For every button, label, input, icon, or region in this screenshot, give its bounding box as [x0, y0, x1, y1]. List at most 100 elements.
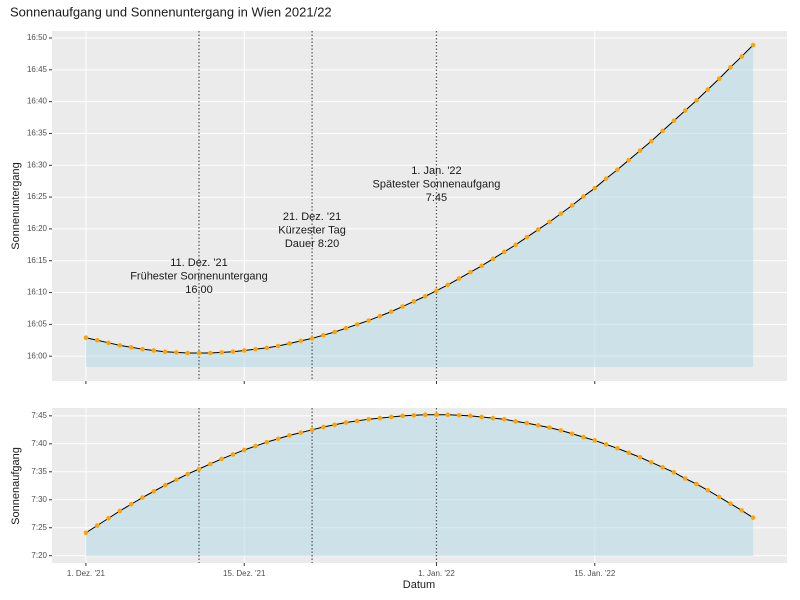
point [615, 445, 620, 451]
annotation: Spätester Sonnenaufgang [373, 178, 501, 190]
point [309, 336, 315, 341]
point [343, 420, 349, 425]
point [321, 424, 326, 430]
chart-title: Sonnenaufgang und Sonnenuntergang in Wie… [10, 4, 332, 19]
point [343, 325, 349, 331]
point [275, 343, 281, 349]
point [682, 476, 688, 481]
point [682, 108, 688, 113]
point [468, 413, 473, 419]
point [649, 459, 654, 465]
point [140, 495, 145, 500]
point [388, 309, 394, 314]
point [321, 332, 326, 338]
point [649, 138, 654, 144]
point [569, 203, 575, 208]
point [739, 508, 745, 513]
annotation: Kürzester Tag [278, 224, 346, 236]
point [309, 427, 315, 433]
point [128, 344, 134, 350]
point [411, 412, 417, 418]
point [253, 443, 258, 449]
point [287, 341, 292, 346]
point [445, 412, 451, 418]
point [615, 167, 620, 173]
point [332, 422, 337, 428]
point [332, 329, 337, 335]
y-tick-label: 16:20 [27, 224, 48, 233]
point [287, 433, 292, 438]
point [502, 249, 507, 255]
point [185, 471, 190, 477]
y-tick-label: 16:25 [27, 192, 48, 201]
point [219, 350, 224, 355]
point [264, 345, 270, 351]
point [592, 185, 598, 191]
point [230, 452, 236, 457]
point [151, 348, 157, 353]
point [253, 346, 258, 352]
point [535, 227, 541, 232]
x-tick-label: 15. Jan. '22 [574, 569, 616, 578]
point [626, 450, 631, 456]
annotation: 21. Dez. '21 [283, 211, 341, 223]
point [366, 416, 371, 422]
y-tick-label: 16:15 [27, 256, 48, 265]
y-tick-label: 16:40 [27, 97, 48, 106]
point [547, 219, 552, 225]
point [490, 415, 496, 421]
point [434, 288, 439, 293]
point [83, 335, 89, 341]
point [117, 508, 123, 514]
point [728, 64, 733, 70]
point [547, 425, 552, 430]
point [705, 487, 711, 493]
y-tick-label: 7:45 [31, 411, 47, 420]
y-tick-label: 7:30 [31, 495, 47, 504]
point [739, 54, 745, 59]
point [535, 423, 541, 428]
point [162, 482, 168, 488]
point [140, 346, 145, 352]
point [230, 349, 236, 355]
point [117, 343, 123, 348]
y-tick-label: 7:20 [31, 551, 47, 560]
point [411, 299, 417, 304]
point [728, 501, 733, 506]
point [355, 418, 360, 424]
point [377, 313, 383, 319]
point [716, 494, 722, 500]
point [716, 76, 722, 82]
point [151, 489, 157, 494]
y-tick-label: 16:35 [27, 129, 48, 138]
point [94, 337, 100, 343]
point [174, 477, 179, 482]
point [208, 461, 213, 467]
y-tick-label: 16:10 [27, 288, 48, 297]
point [355, 322, 360, 327]
point [196, 466, 202, 472]
y-tick-label: 7:40 [31, 439, 47, 448]
point [162, 349, 168, 355]
y-tick-label: 7:35 [31, 467, 47, 476]
point [298, 338, 304, 344]
annotation: 1. Jan. '22 [411, 165, 461, 177]
point [241, 447, 247, 453]
x-axis-title: Datum [403, 579, 435, 591]
point [558, 211, 564, 216]
point [400, 413, 405, 419]
point [219, 456, 224, 462]
point [569, 431, 575, 437]
point [275, 436, 281, 442]
area [85, 414, 754, 556]
point [241, 348, 247, 353]
point [456, 412, 462, 418]
point [174, 350, 179, 355]
point [479, 263, 484, 269]
annotation: 16:00 [185, 284, 213, 296]
point [106, 515, 111, 521]
point [694, 98, 699, 103]
point [264, 439, 270, 445]
point [434, 412, 439, 418]
